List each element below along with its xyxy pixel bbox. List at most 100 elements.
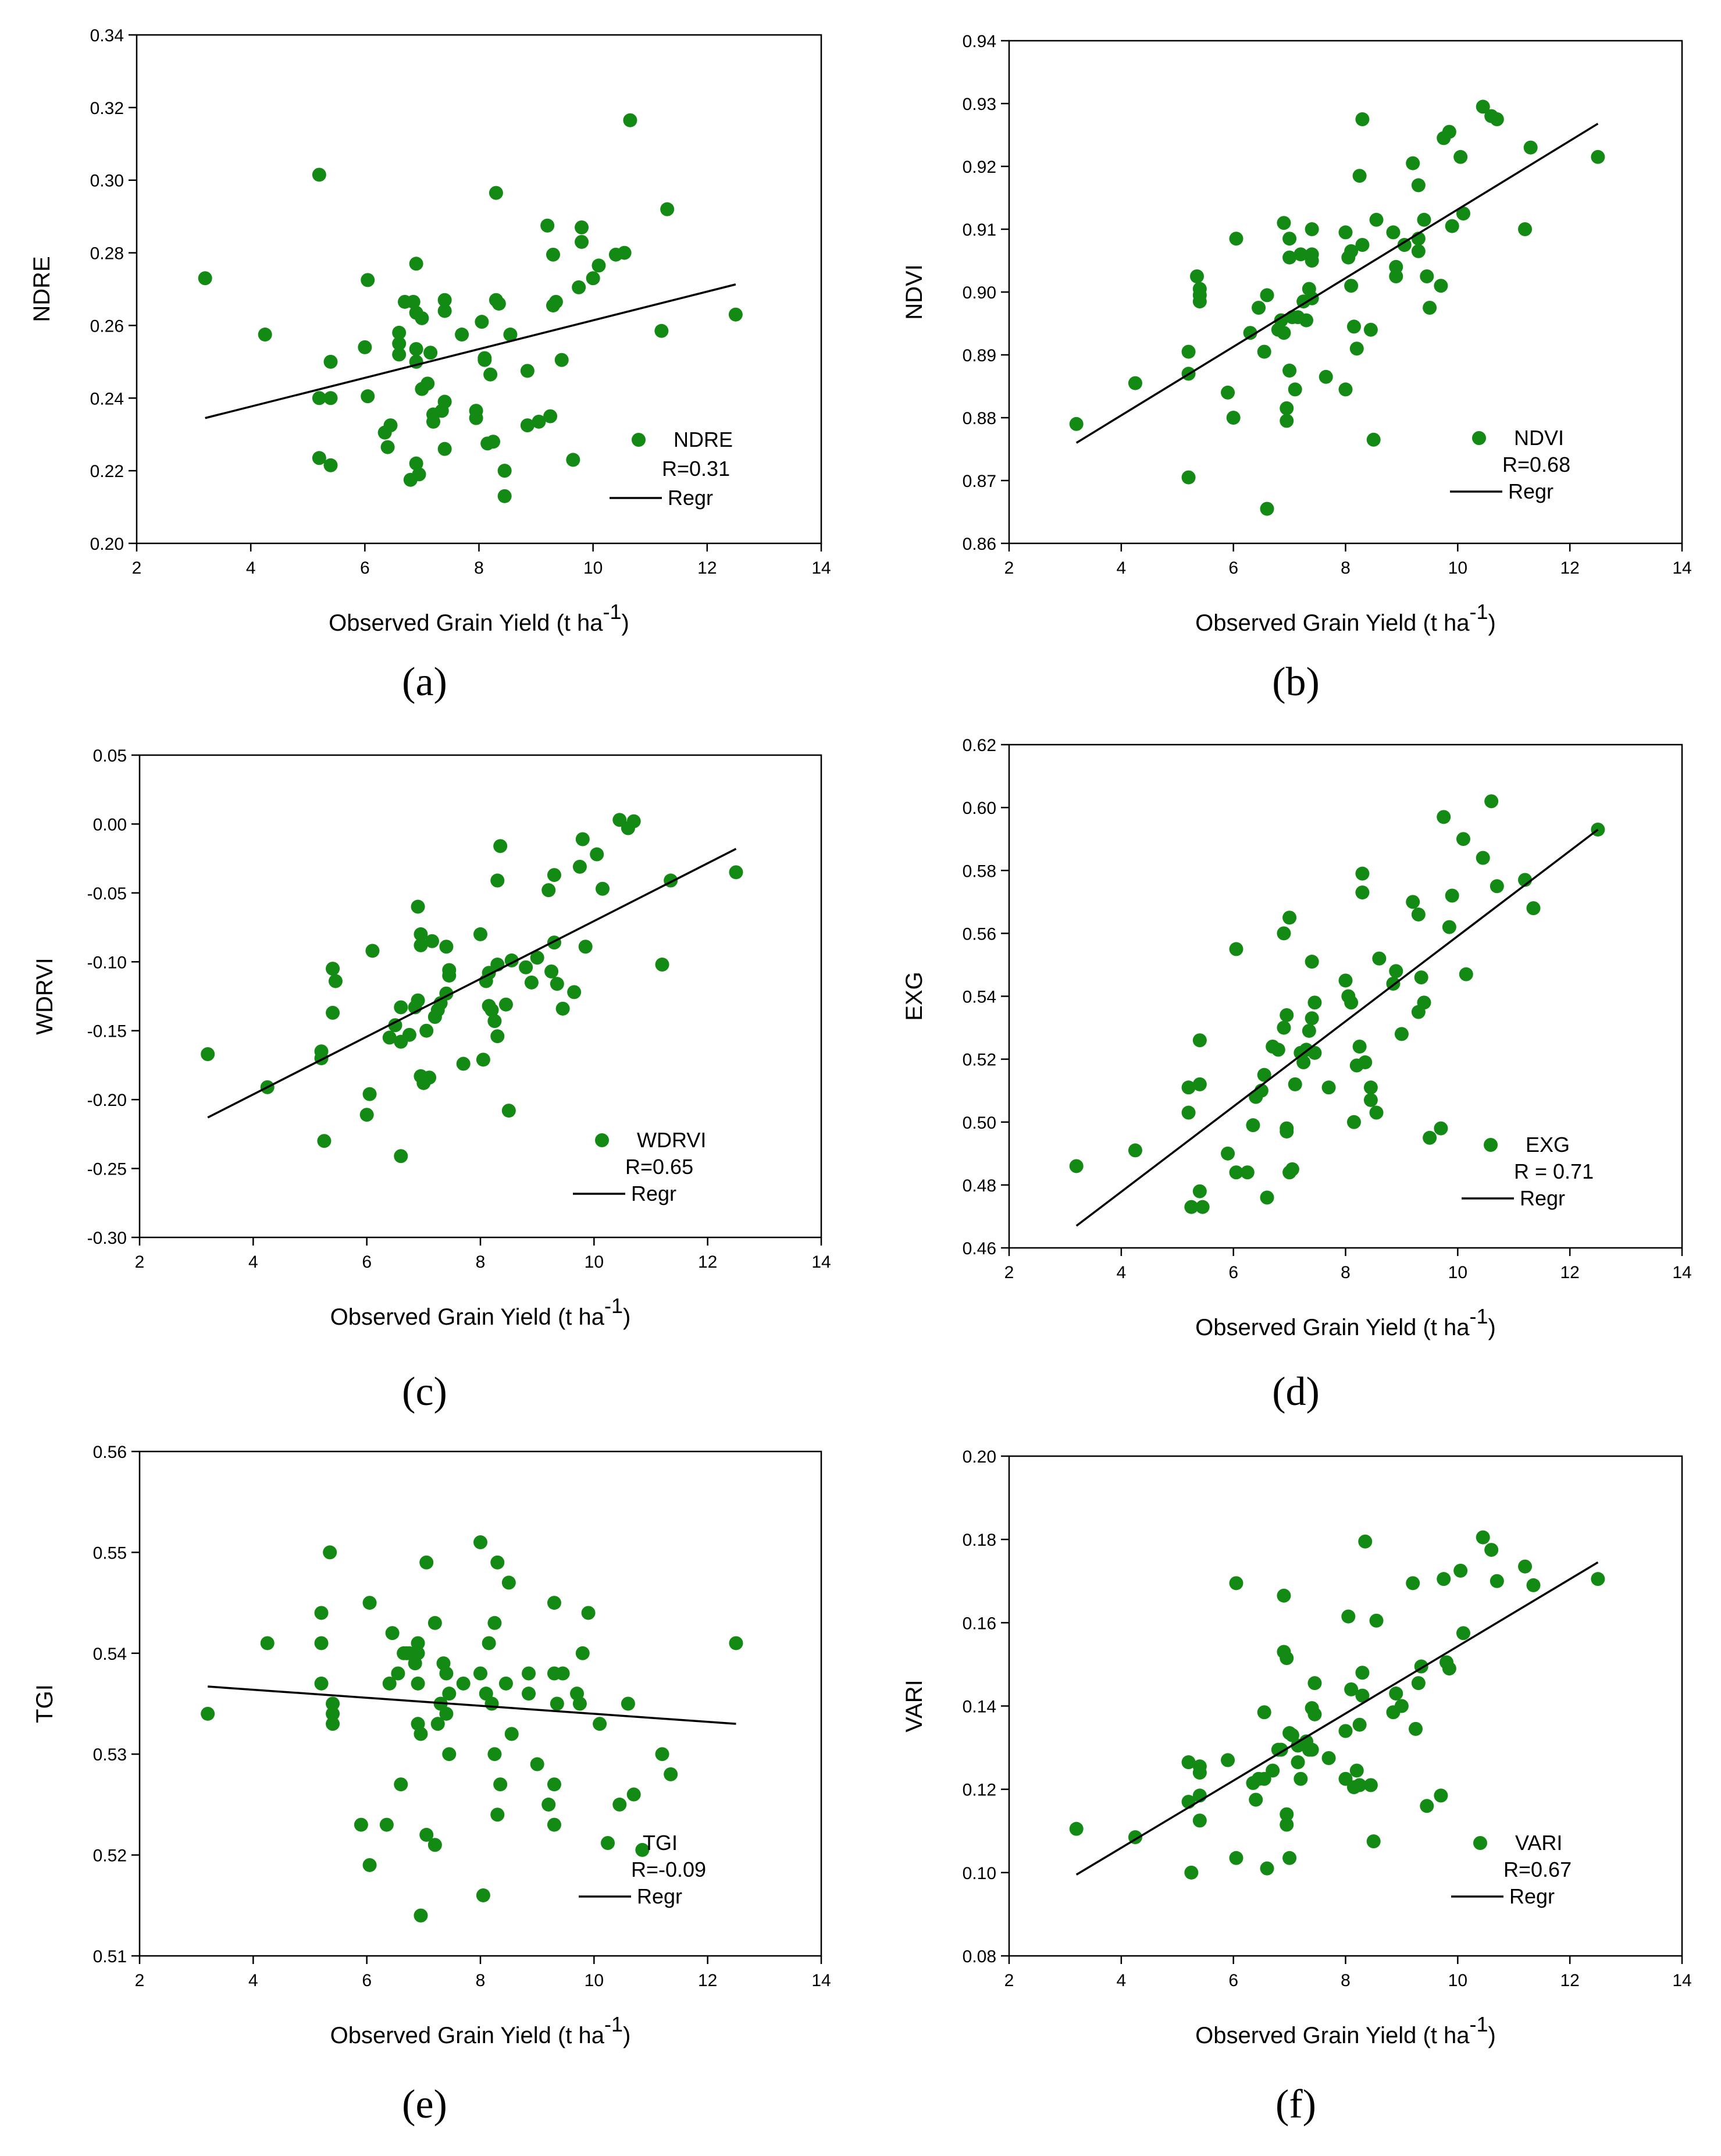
- data-point: [412, 467, 426, 482]
- data-point: [1406, 156, 1420, 170]
- data-point: [489, 186, 503, 200]
- y-tick-label: 0.91: [963, 220, 996, 240]
- x-tick-label: 14: [1672, 1263, 1691, 1282]
- x-axis-title: Observed Grain Yield (t ha-1): [330, 2012, 631, 2048]
- data-point: [664, 1767, 678, 1781]
- data-point: [1307, 1676, 1322, 1691]
- x-tick-label: 2: [1004, 1971, 1014, 1990]
- chart-panel-d: 2 4 6 8 10 12 14 0.46 0.48 0.50 0.52 0.54 0.56 0.58 0.…: [902, 736, 1692, 1414]
- y-tick-label: 0.89: [963, 346, 996, 365]
- y-tick-label: 0.10: [963, 1864, 996, 1883]
- panel-label: (a): [402, 660, 447, 705]
- data-point: [1280, 1807, 1294, 1821]
- data-point: [575, 234, 589, 249]
- data-point: [575, 220, 589, 234]
- data-point: [1321, 1080, 1336, 1095]
- data-point: [427, 1838, 442, 1852]
- data-point: [380, 440, 395, 454]
- legend-r-value: R=-0.09: [631, 1858, 706, 1881]
- data-point: [1192, 1077, 1207, 1091]
- y-tick-label: 0.18: [963, 1531, 996, 1550]
- data-point: [201, 1047, 215, 1061]
- data-point: [419, 1023, 434, 1038]
- legend-marker: [601, 1836, 615, 1850]
- data-point: [635, 1842, 650, 1857]
- regression-line: [1075, 123, 1599, 444]
- data-point: [1437, 810, 1451, 824]
- legend-marker: [595, 1133, 609, 1147]
- data-point: [586, 271, 600, 286]
- panel-label: (b): [1272, 660, 1320, 705]
- data-point: [482, 1636, 496, 1650]
- legend: WDRVI R=0.65 Regr: [573, 1128, 706, 1205]
- data-point: [541, 1797, 556, 1812]
- data-point: [1386, 225, 1401, 240]
- data-point: [493, 839, 508, 853]
- data-point: [1192, 1813, 1207, 1828]
- y-tick-label: 0.22: [90, 462, 124, 481]
- data-point: [385, 1626, 400, 1641]
- data-point: [1221, 1753, 1235, 1767]
- data-point: [547, 1596, 561, 1610]
- data-point: [1397, 238, 1412, 252]
- x-axis-title-text: Observed Grain Yield (t ha: [1195, 1315, 1470, 1340]
- data-point: [1229, 1165, 1243, 1180]
- data-point: [1192, 1033, 1207, 1048]
- data-point: [1288, 1077, 1302, 1091]
- data-point: [456, 1676, 471, 1691]
- data-point: [422, 1070, 437, 1085]
- data-point: [419, 1827, 434, 1842]
- data-point: [473, 1535, 487, 1550]
- data-point: [1355, 1688, 1370, 1703]
- data-point: [411, 1636, 425, 1650]
- data-point: [490, 1029, 505, 1044]
- data-point: [487, 1747, 502, 1762]
- y-tick-label: 0.53: [93, 1745, 127, 1764]
- data-point: [1252, 301, 1266, 315]
- data-point: [406, 294, 421, 309]
- x-tick-label: 8: [476, 1971, 486, 1990]
- data-point: [501, 1575, 516, 1590]
- data-point: [572, 859, 587, 874]
- data-point: [394, 1777, 408, 1792]
- legend-marker: [632, 433, 646, 447]
- data-point: [1069, 1821, 1084, 1836]
- data-point: [414, 927, 428, 941]
- data-point: [1434, 1788, 1448, 1803]
- y-tick-label: 0.34: [90, 26, 124, 45]
- data-point: [437, 304, 452, 318]
- data-point: [430, 1717, 445, 1731]
- data-point: [1181, 1105, 1196, 1120]
- panel-label: (e): [402, 2082, 447, 2127]
- x-tick-label: 6: [362, 1971, 372, 1990]
- data-point: [1366, 432, 1381, 447]
- data-point: [729, 1636, 743, 1650]
- data-point: [326, 1696, 340, 1711]
- data-point: [530, 951, 544, 965]
- legend-regr-label: Regr: [668, 486, 713, 510]
- data-point: [572, 280, 586, 294]
- data-point: [1246, 1118, 1260, 1133]
- data-point: [550, 977, 564, 991]
- data-point: [1352, 169, 1367, 183]
- legend-r-value: R=0.31: [662, 457, 730, 481]
- data-point: [1243, 326, 1257, 340]
- legend-regr-label: Regr: [637, 1884, 682, 1908]
- legend-r-value: R=0.65: [625, 1155, 693, 1179]
- data-point: [1349, 341, 1364, 356]
- data-point: [1285, 1162, 1299, 1176]
- data-point: [567, 985, 582, 999]
- data-point: [1526, 1578, 1541, 1592]
- x-axis-title-text: Observed Grain Yield (t ha: [330, 2023, 605, 2048]
- data-point: [1257, 1705, 1271, 1720]
- data-point: [1442, 1662, 1456, 1676]
- data-point: [1277, 1020, 1291, 1035]
- x-tick-label: 2: [135, 1253, 145, 1272]
- legend-series-label: NDRE: [674, 428, 733, 451]
- y-tick-label: 0.94: [963, 32, 996, 51]
- y-tick-label: 0.46: [963, 1239, 996, 1258]
- data-point: [1344, 995, 1359, 1010]
- data-point: [392, 347, 407, 362]
- data-point: [411, 899, 425, 914]
- data-point: [379, 1817, 394, 1832]
